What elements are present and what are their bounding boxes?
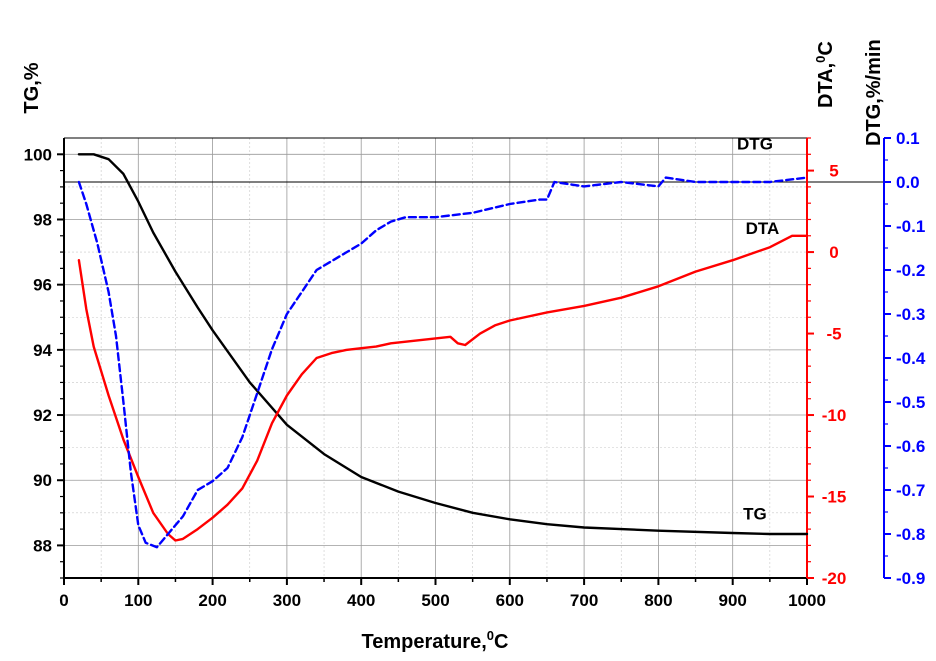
labels-group: TG DTA DTG bbox=[737, 134, 779, 523]
x-tick-label: 900 bbox=[719, 591, 747, 610]
dtg-tick-label: -0.7 bbox=[896, 481, 925, 500]
x-tick-label: 700 bbox=[570, 591, 598, 610]
dtg-tick-label: -0.4 bbox=[896, 349, 926, 368]
tg-tick-label: 96 bbox=[33, 276, 52, 295]
tg-tick-label: 88 bbox=[33, 536, 52, 555]
dtg-tick-label: -0.3 bbox=[896, 305, 925, 324]
x-tick-label: 800 bbox=[644, 591, 672, 610]
series-dta-label: DTA bbox=[746, 219, 780, 238]
dtg-axis-title: DTG,%/min bbox=[863, 39, 885, 146]
dtg-tick-label: -0.9 bbox=[896, 569, 925, 588]
dta-tick-label: -5 bbox=[826, 325, 841, 344]
dtg-tick-label: -0.6 bbox=[896, 437, 925, 456]
dta-tick-label: 0 bbox=[829, 243, 838, 262]
x-tick-label: 400 bbox=[347, 591, 375, 610]
tg-tick-label: 98 bbox=[33, 210, 52, 229]
x-tick-label: 1000 bbox=[788, 591, 826, 610]
tg-axis-title: TG,% bbox=[21, 62, 43, 113]
x-tick-label: 100 bbox=[124, 591, 152, 610]
dta-tick-label: -10 bbox=[822, 406, 847, 425]
series-tg-line bbox=[77, 153, 809, 536]
tg-tick-label: 92 bbox=[33, 406, 52, 425]
grid bbox=[64, 138, 807, 579]
x-tick-label: 0 bbox=[59, 591, 68, 610]
series-dta-line bbox=[77, 234, 809, 542]
dta-axis-title: DTA,0C bbox=[813, 41, 837, 108]
tg-tick-label: 94 bbox=[33, 341, 52, 360]
x-tick-label: 500 bbox=[421, 591, 449, 610]
dtg-tick-label: -0.2 bbox=[896, 261, 925, 280]
x-tick-label: 300 bbox=[273, 591, 301, 610]
dtg-tick-label: -0.8 bbox=[896, 525, 925, 544]
dta-tick-label: 5 bbox=[829, 162, 838, 181]
dtg-tick-label: -0.5 bbox=[896, 393, 925, 412]
tg-tick-label: 100 bbox=[24, 145, 52, 164]
dta-tick-label: -20 bbox=[822, 569, 847, 588]
x-tick-label: 600 bbox=[496, 591, 524, 610]
dtg-tick-label: -0.1 bbox=[896, 217, 925, 236]
tg-tick-label: 90 bbox=[33, 471, 52, 490]
axes: 0 100 200 300 400 500 600 700 800 900 100088909294… bbox=[24, 129, 926, 610]
x-axis-title: Temperature,0C bbox=[362, 628, 509, 653]
dtg-tick-label: 0.0 bbox=[896, 173, 920, 192]
series-group bbox=[77, 153, 809, 549]
dta-tick-label: -15 bbox=[822, 488, 847, 507]
series-dtg-label: DTG bbox=[737, 134, 773, 153]
series-dtg-line bbox=[77, 176, 809, 549]
series-tg-label: TG bbox=[743, 504, 767, 523]
x-tick-label: 200 bbox=[198, 591, 226, 610]
dtg-tick-label: 0.1 bbox=[896, 129, 920, 148]
